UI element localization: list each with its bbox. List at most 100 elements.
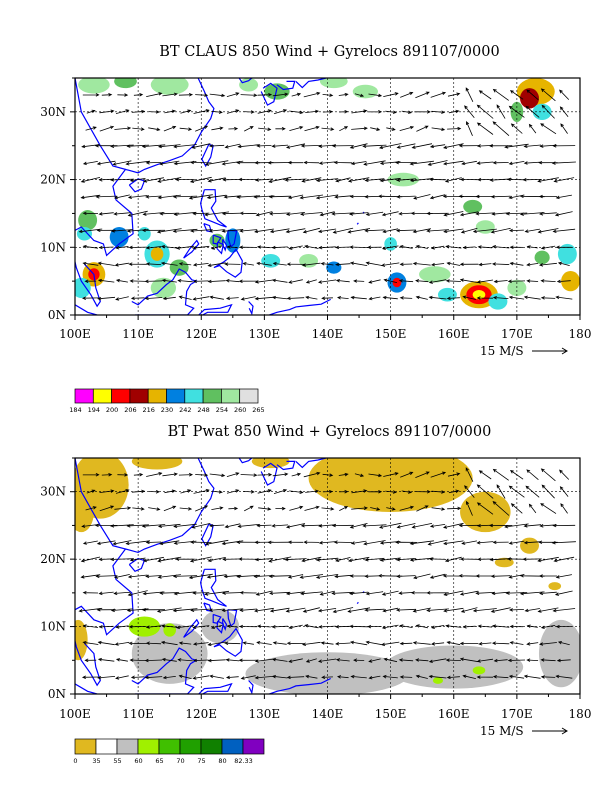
wind-arrow: [226, 624, 239, 629]
wind-arrow: [192, 296, 210, 301]
wind-arrow: [379, 522, 402, 529]
wind-arrow: [238, 177, 259, 182]
wind-arrow: [382, 607, 399, 613]
legend-label: 254: [216, 406, 228, 414]
coastline: [248, 680, 254, 694]
wind-arrow: [254, 607, 274, 613]
wind-arrow: [364, 178, 385, 182]
wind-arrow: [257, 472, 273, 477]
wind-arrow: [318, 161, 336, 165]
wind-arrow: [493, 279, 508, 284]
wind-arrow: [162, 92, 178, 97]
wind-arrow: [493, 658, 508, 663]
wind-arrow: [363, 160, 386, 166]
wind-arrow: [443, 211, 464, 217]
wind-arrow: [508, 608, 524, 612]
wind-arrow: [304, 624, 319, 629]
shaded-region: [326, 261, 342, 274]
wind-arrow: [191, 523, 211, 529]
wind-arrow: [95, 574, 117, 579]
wind-arrow: [224, 143, 241, 149]
wind-arrow: [85, 126, 97, 131]
wind-arrow: [445, 624, 462, 628]
coastline: [222, 618, 228, 632]
wind-arrow: [526, 658, 539, 662]
wind-arrow: [254, 658, 274, 663]
shaded-region: [472, 289, 486, 300]
wind-arrow: [368, 296, 381, 301]
wind-arrow: [335, 658, 350, 662]
wind-arrow: [523, 144, 542, 148]
x-tick-label: 150E: [375, 707, 407, 721]
wind-arrow: [431, 490, 446, 494]
wind-arrow: [157, 523, 181, 528]
coastline: [356, 222, 359, 225]
wind-arrow: [559, 106, 569, 117]
wind-arrow: [178, 93, 194, 97]
legend-swatch: [200, 738, 223, 755]
wind-arrow: [557, 641, 570, 646]
coastline: [131, 268, 198, 315]
wind-arrow: [204, 160, 229, 166]
wind-arrow: [132, 127, 145, 131]
wind-arrow: [315, 178, 339, 183]
wind-arrow: [363, 540, 386, 546]
wind-arrow: [411, 523, 433, 529]
wind-arrow: [398, 279, 414, 283]
wind-arrow: [526, 89, 539, 101]
wind-arrow: [478, 641, 492, 646]
wind-arrow: [127, 574, 148, 579]
wind-arrow: [226, 489, 240, 494]
wind-arrow: [415, 658, 429, 662]
wind-arrow: [133, 93, 144, 97]
wind-arrow: [211, 126, 224, 131]
wind-arrow: [332, 227, 354, 234]
wind-arrow: [115, 625, 129, 629]
wind-arrow: [335, 279, 350, 283]
wind-arrow: [412, 607, 431, 613]
wind-arrow: [318, 541, 336, 545]
wind-arrow: [462, 625, 476, 629]
wind-arrow: [399, 245, 413, 249]
wind-arrow: [370, 507, 381, 511]
wind-arrow: [354, 93, 365, 97]
wind-arrow: [347, 607, 371, 613]
wind-arrow: [348, 177, 370, 183]
wind-arrow: [476, 104, 494, 119]
wind-arrow: [207, 262, 226, 267]
wind-arrow: [490, 607, 511, 613]
wind-arrow: [332, 607, 354, 614]
wind-arrow: [426, 211, 449, 216]
wind-arrow: [156, 228, 182, 234]
x-tick-label: 100E: [59, 707, 91, 721]
wind-arrow: [302, 607, 320, 613]
wind-arrow: [490, 194, 511, 199]
wind-arrow: [225, 296, 239, 301]
y-tick-label: 20N: [40, 173, 66, 187]
wind-arrow: [97, 657, 115, 662]
wind-arrow: [148, 110, 160, 114]
wind-arrow: [553, 556, 575, 563]
wind-arrow: [109, 178, 134, 182]
legend-swatch: [74, 738, 97, 755]
wind-arrow: [78, 607, 103, 613]
legend-swatch: [137, 738, 160, 755]
shaded-region: [475, 220, 495, 234]
wind-arrow: [368, 658, 381, 663]
wind-arrow: [351, 126, 368, 131]
wind-arrow: [257, 93, 273, 97]
wind-arrow: [382, 295, 398, 300]
wind-arrow: [211, 506, 224, 510]
wind-arrow: [255, 590, 273, 596]
shaded-region: [114, 78, 137, 89]
wind-arrow: [221, 229, 244, 233]
wind-arrow: [554, 590, 573, 596]
wind-vectors: [78, 87, 576, 301]
wind-arrow: [272, 472, 289, 477]
wind-arrow: [226, 109, 240, 114]
legend-label: 206: [124, 406, 136, 414]
wind-arrow: [239, 211, 257, 216]
wind-arrow: [492, 500, 510, 516]
wind-arrow: [476, 540, 494, 545]
wind-arrow: [553, 177, 575, 183]
